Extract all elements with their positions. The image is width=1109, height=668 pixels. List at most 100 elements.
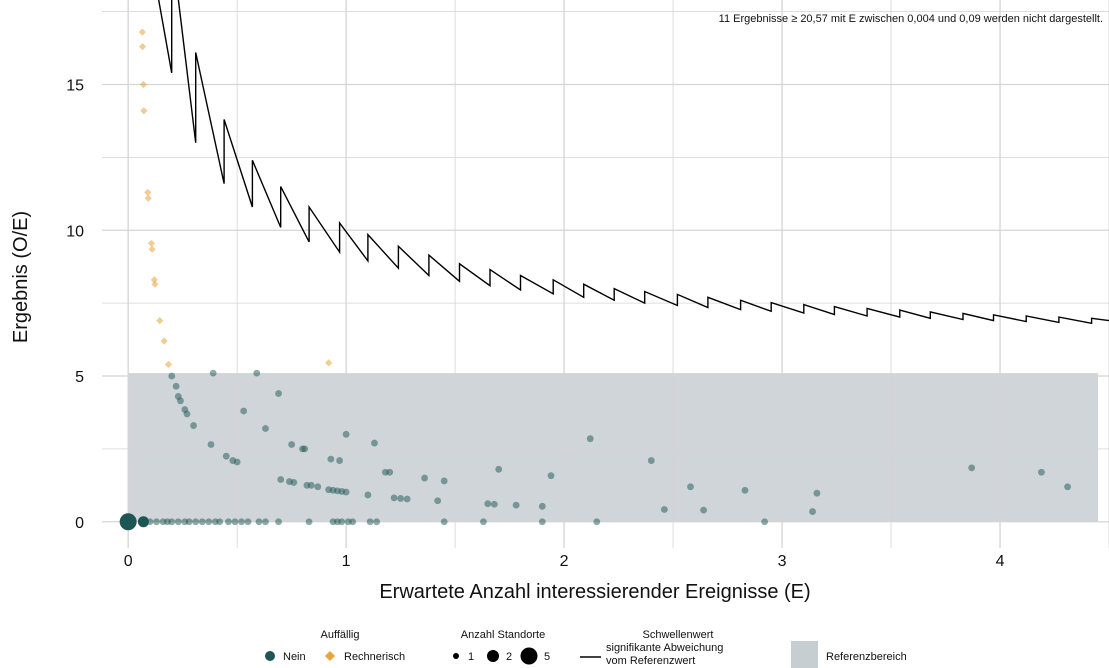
legend: Auffällig Nein Rechnerisch Anzahl Stando… — [265, 629, 907, 668]
data-point-nein — [538, 502, 546, 510]
reference-band — [128, 373, 1099, 522]
legend-nein-label: Nein — [283, 651, 306, 663]
legend-auffaellig-title: Auffällig — [321, 629, 360, 641]
data-point-rechnerisch — [150, 276, 158, 284]
y-tick-label: 0 — [75, 515, 84, 532]
data-point-nein — [209, 369, 217, 377]
data-point-nein — [336, 457, 343, 464]
y-tick-label: 10 — [66, 223, 84, 240]
legend-size2-label: 2 — [506, 651, 512, 663]
data-point-nein — [349, 518, 357, 526]
y-axis-title: Ergebnis (O/E) — [10, 211, 32, 343]
legend-referenzbereich-swatch — [791, 641, 818, 668]
data-point-nein — [146, 518, 154, 526]
data-point-nein — [205, 518, 213, 526]
data-point-nein — [647, 457, 655, 464]
data-point-nein — [172, 382, 180, 390]
legend-rechnerisch-marker — [325, 651, 335, 661]
data-point-nein — [192, 518, 200, 526]
data-point-nein — [327, 455, 335, 463]
data-point-nein — [240, 407, 248, 415]
data-point-nein — [262, 425, 269, 432]
legend-auffaellig: Auffällig Nein Rechnerisch — [265, 629, 405, 663]
x-tick-label: 2 — [560, 553, 569, 570]
data-point-nein — [262, 518, 269, 526]
data-point-nein — [238, 518, 245, 526]
data-point-nein — [660, 506, 668, 513]
data-point-nein — [137, 516, 149, 528]
data-point-nein — [119, 513, 137, 531]
data-point-nein — [231, 518, 239, 526]
data-point-nein — [233, 458, 241, 466]
data-point-nein — [307, 481, 315, 489]
data-point-rechnerisch — [156, 317, 164, 325]
data-point-nein — [153, 518, 160, 526]
data-point-rechnerisch — [144, 194, 152, 202]
legend-rechnerisch-label: Rechnerisch — [344, 651, 405, 663]
data-point-nein — [338, 518, 346, 526]
data-point-nein — [421, 474, 428, 482]
data-point-nein — [547, 472, 555, 480]
data-point-nein — [480, 518, 487, 526]
data-point-nein — [741, 486, 749, 494]
data-point-rechnerisch — [138, 43, 147, 51]
points-rechnerisch-layer — [138, 28, 333, 368]
data-point-nein — [183, 410, 191, 418]
data-point-nein — [290, 479, 298, 486]
data-point-nein — [198, 518, 206, 526]
data-point-rechnerisch — [144, 188, 152, 196]
data-point-nein — [1064, 483, 1071, 491]
data-point-nein — [440, 518, 448, 526]
legend-referenzbereich: Referenzbereich — [791, 641, 907, 668]
threshold-layer — [141, 0, 1109, 325]
reference-band-layer — [128, 373, 1099, 522]
y-tick-label: 5 — [75, 369, 84, 386]
legend-schwellenwert-line1: signifikante Abweichung — [606, 642, 723, 654]
x-tick-label: 4 — [996, 553, 1005, 570]
grid-layer — [102, 0, 1109, 548]
legend-schwellenwert-title: Schwellenwert — [643, 629, 714, 641]
data-point-nein — [700, 506, 707, 514]
data-point-nein — [968, 464, 976, 472]
data-point-rechnerisch — [151, 280, 159, 288]
data-point-nein — [244, 518, 252, 526]
data-point-nein — [390, 494, 398, 502]
data-point-nein — [216, 518, 224, 526]
data-point-nein — [255, 518, 263, 526]
y-tick-label: 15 — [66, 78, 84, 95]
data-point-nein — [168, 518, 176, 526]
data-point-nein — [222, 452, 230, 460]
data-point-nein — [373, 518, 381, 526]
data-point-nein — [434, 497, 442, 505]
legend-referenzbereich-label: Referenzbereich — [826, 651, 907, 663]
data-point-rechnerisch — [325, 359, 333, 367]
data-point-nein — [1038, 468, 1045, 476]
data-point-nein — [490, 500, 498, 508]
data-point-nein — [225, 518, 232, 526]
data-point-nein — [207, 441, 215, 448]
data-point-nein — [761, 518, 769, 526]
tick-labels-layer: 0 1 2 3 4 0 5 10 15 — [66, 78, 1004, 570]
data-point-nein — [364, 491, 372, 499]
data-point-rechnerisch — [148, 245, 156, 253]
data-point-nein — [371, 439, 378, 447]
data-point-rechnerisch — [164, 360, 173, 368]
legend-size2-marker — [487, 650, 499, 662]
data-point-nein — [440, 477, 448, 485]
data-point-nein — [275, 390, 282, 397]
data-point-nein — [484, 500, 492, 508]
data-point-nein — [288, 441, 296, 448]
data-point-nein — [397, 495, 405, 502]
legend-size5-label: 5 — [544, 651, 550, 663]
data-point-nein — [253, 369, 261, 377]
x-tick-label: 0 — [124, 553, 133, 570]
data-point-nein — [386, 468, 394, 476]
x-axis-title: Erwartete Anzahl interessierender Ereign… — [379, 581, 810, 603]
data-point-rechnerisch — [139, 80, 148, 89]
legend-size5-marker — [520, 647, 538, 665]
data-point-nein — [314, 483, 322, 491]
data-point-rechnerisch — [140, 107, 148, 115]
legend-nein-marker — [265, 651, 275, 661]
data-point-nein — [586, 435, 594, 443]
